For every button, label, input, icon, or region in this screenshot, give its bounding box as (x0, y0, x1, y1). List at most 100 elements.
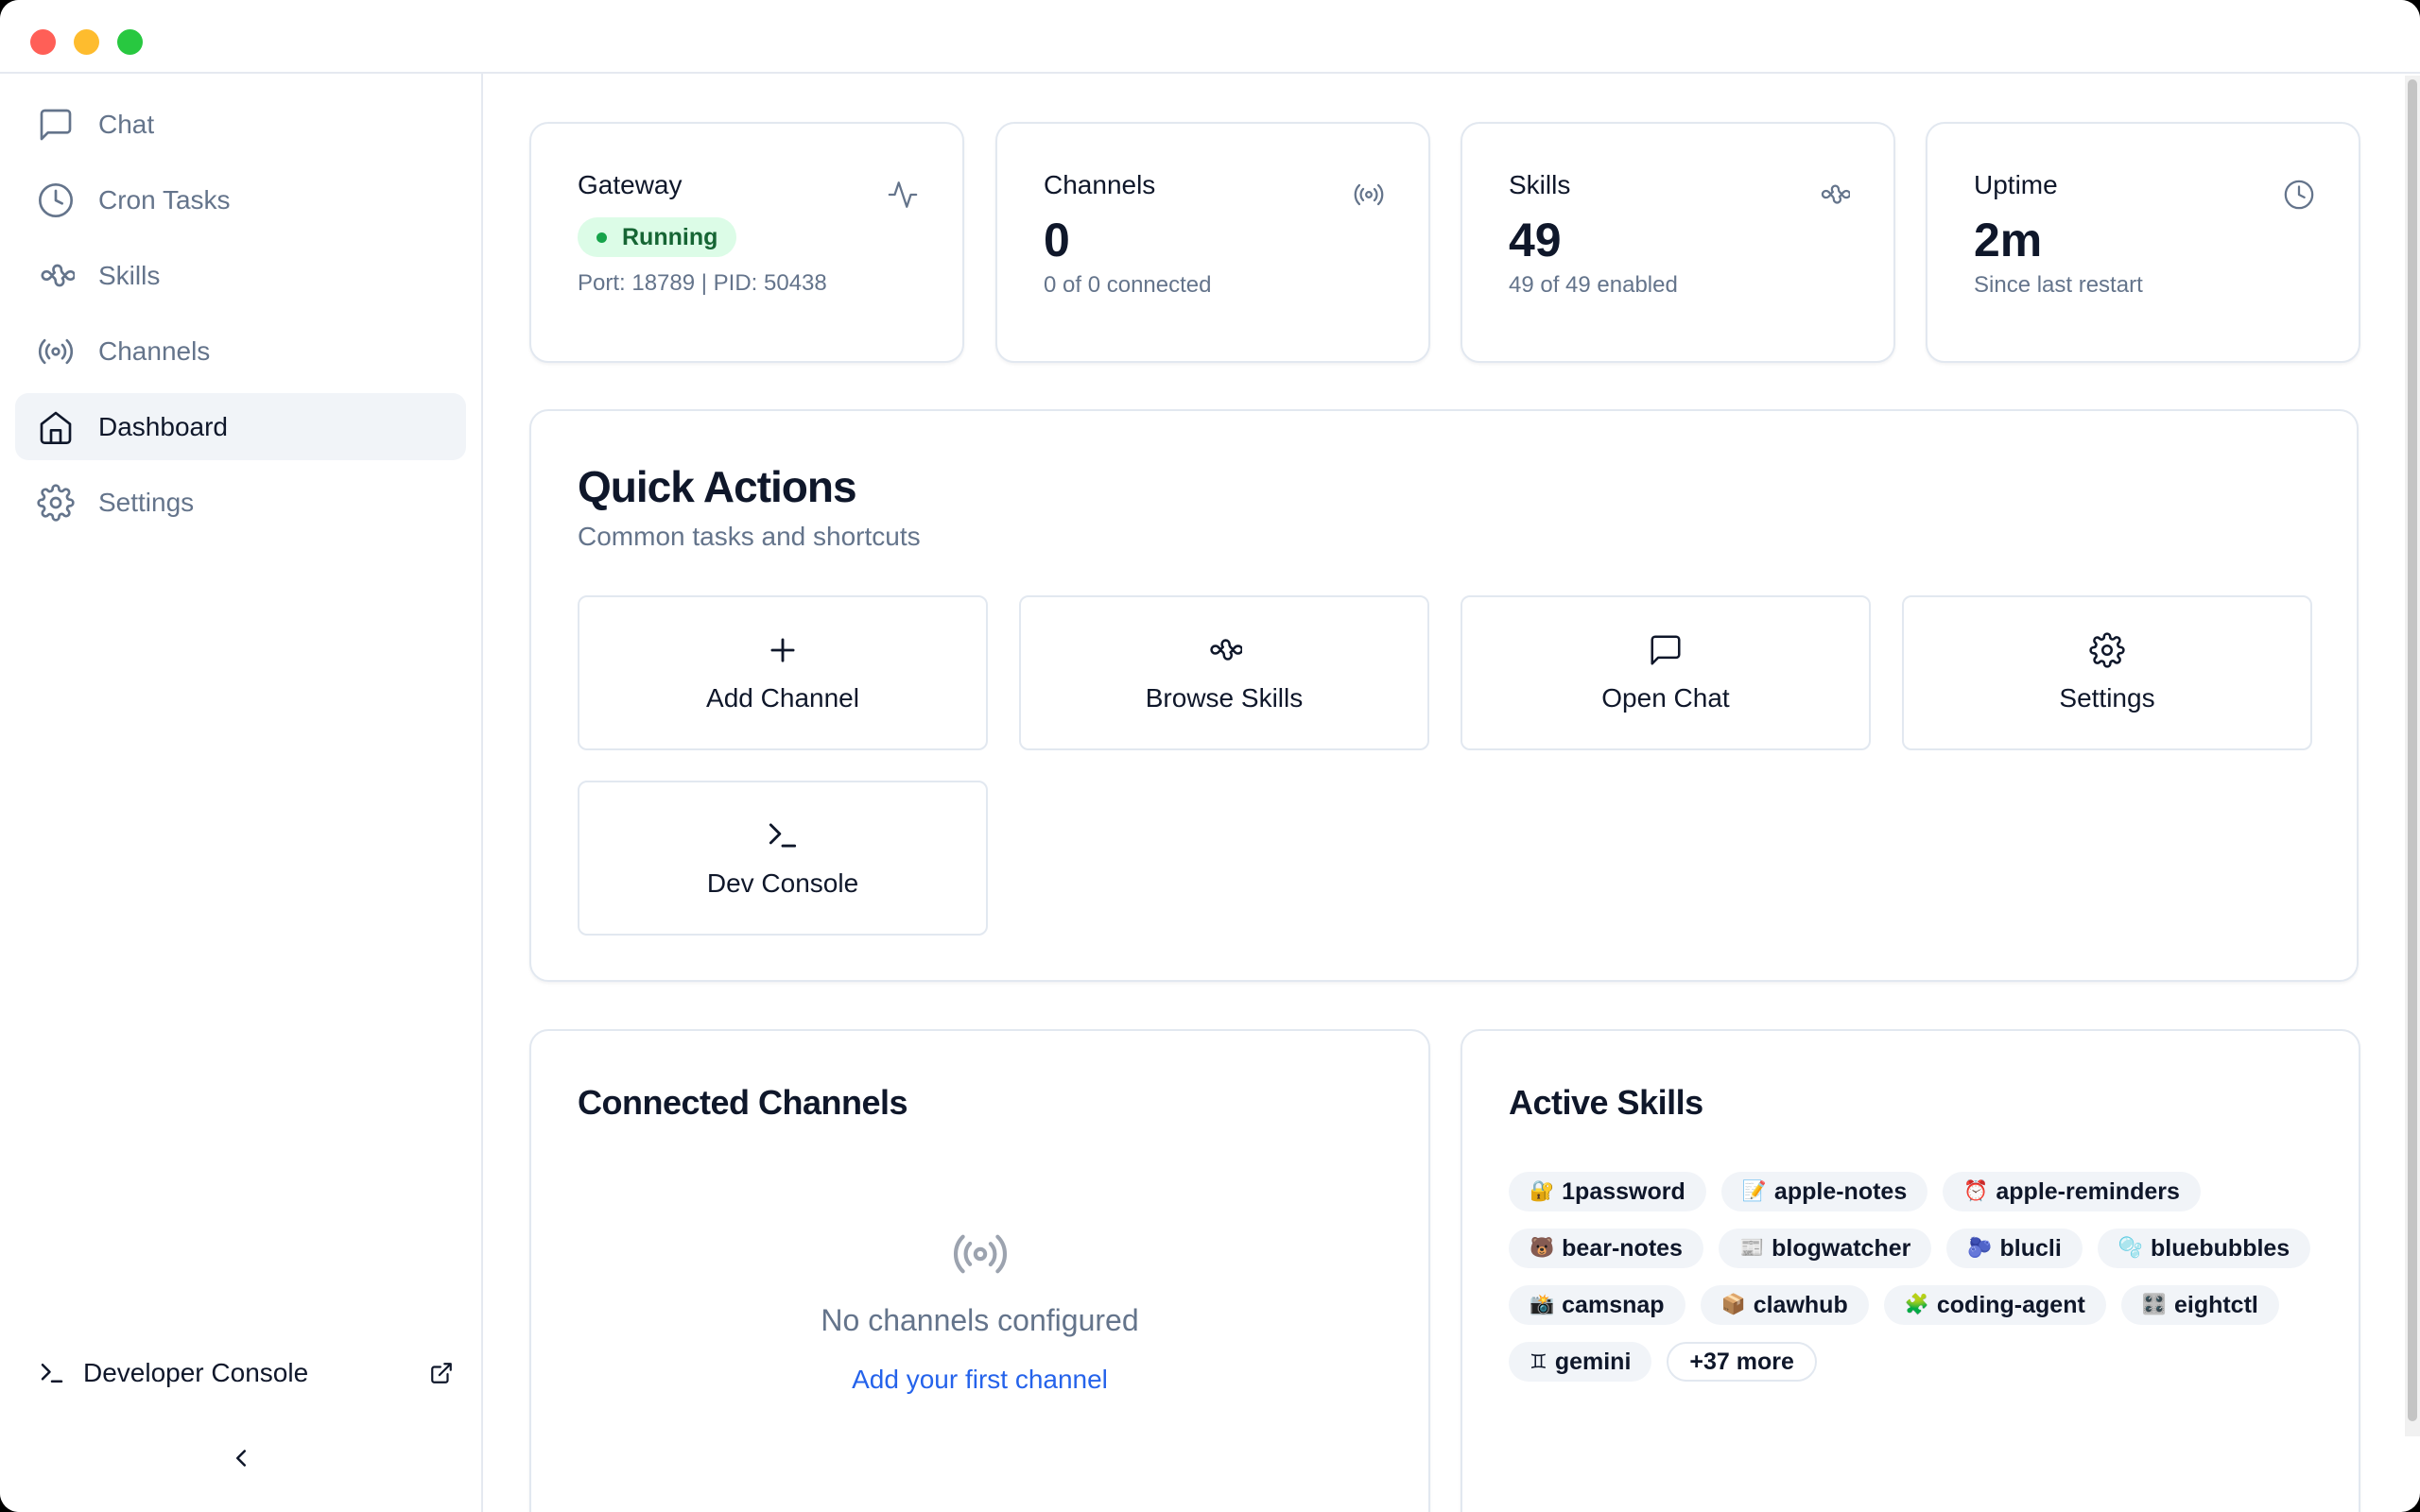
add-first-channel-link[interactable]: Add your first channel (852, 1365, 1108, 1394)
collapse-sidebar-chevron-icon[interactable] (227, 1444, 255, 1472)
radio-icon (38, 338, 74, 364)
scrollbar-thumb[interactable] (2408, 79, 2417, 1421)
sidebar-item-label: Channels (98, 335, 211, 366)
sidebar-item-dashboard[interactable]: Dashboard (15, 393, 466, 460)
channels-sub: 0 of 0 connected (1044, 272, 1212, 298)
add-channel-button[interactable]: Add Channel (578, 595, 988, 750)
skill-tag: 🫐 blucli (1946, 1228, 2083, 1268)
skill-emoji: ⏰ (1963, 1180, 1989, 1202)
skill-name: gemini (1554, 1348, 1632, 1375)
skill-tag: 📝 apple-notes (1720, 1172, 1928, 1211)
close-window-button[interactable] (30, 29, 56, 55)
dev-console-button[interactable]: Dev Console (578, 781, 988, 936)
gear-icon (37, 483, 75, 522)
skill-emoji: 🫧 (2118, 1237, 2143, 1259)
skill-name: bluebubbles (2150, 1234, 2290, 1262)
sidebar-item-settings[interactable]: Settings (15, 469, 466, 536)
minimize-window-button[interactable] (74, 29, 99, 55)
sidebar-item-label: Skills (98, 260, 161, 290)
message-square-icon (1651, 635, 1681, 665)
connected-channels-card: Connected Channels No channels configure… (529, 1029, 1430, 1512)
uptime-sub: Since last restart (1974, 272, 2143, 298)
clock-icon (2284, 180, 2314, 210)
quick-actions-subtitle: Common tasks and shortcuts (578, 522, 921, 551)
radio-icon (1354, 183, 1384, 206)
developer-console-label: Developer Console (83, 1358, 309, 1387)
browse-skills-button[interactable]: Browse Skills (1019, 595, 1429, 750)
skill-name: camsnap (1562, 1291, 1665, 1318)
skill-tag: 🎛️ eightctl (2120, 1285, 2279, 1325)
more-skills-button[interactable]: +37 more (1667, 1342, 1817, 1382)
skill-tag: 📦 clawhub (1700, 1285, 1869, 1325)
skills-title: Skills (1509, 170, 1571, 199)
open-chat-button[interactable]: Open Chat (1461, 595, 1871, 750)
sidebar-item-label: Settings (98, 487, 195, 517)
gear-icon (2089, 632, 2125, 668)
puzzle-icon (1210, 639, 1242, 661)
terminal-icon (769, 823, 797, 848)
skill-name: 1password (1562, 1177, 1685, 1205)
skills-sub: 49 of 49 enabled (1509, 272, 1678, 298)
status-badge: Running (578, 217, 737, 257)
external-link-icon (431, 1363, 452, 1383)
skill-tag: 🧩 coding-agent (1883, 1285, 2106, 1325)
skill-emoji: 📸 (1530, 1294, 1555, 1315)
skill-tag: ⏰ apple-reminders (1943, 1172, 2201, 1211)
sidebar-item-cron-tasks[interactable]: Cron Tasks (15, 166, 466, 233)
skills-card: Skills 49 49 of 49 enabled (1461, 122, 1895, 363)
connected-channels-title: Connected Channels (578, 1083, 908, 1122)
skill-tag: 🫧 bluebubbles (2097, 1228, 2311, 1268)
settings-button[interactable]: Settings (1902, 595, 2312, 750)
quick-actions-card: Quick Actions Common tasks and shortcuts… (529, 409, 2359, 982)
sidebar-item-chat[interactable]: Chat (15, 91, 466, 158)
skill-name: blogwatcher (1772, 1234, 1911, 1262)
skill-emoji: ♊ (1530, 1350, 1547, 1373)
scrollbar[interactable] (2405, 76, 2420, 1436)
terminal-icon (41, 1364, 63, 1383)
zoom-window-button[interactable] (117, 29, 143, 55)
empty-state: No channels configured Add your first ch… (531, 1225, 1428, 1395)
sidebar-item-label: Chat (98, 109, 155, 139)
gateway-detail: Port: 18789 | PID: 50438 (578, 270, 827, 296)
skill-tag: 🔐 1password (1509, 1172, 1706, 1211)
skill-tag: ♊ gemini (1509, 1342, 1652, 1382)
active-skills-card: Active Skills 🔐 1password 📝 apple-notes ⏰ app… (1461, 1029, 2360, 1512)
dashboard-main: Gateway Running Port: 18789 | PID: 50438… (485, 76, 2405, 1512)
skill-name: apple-reminders (1996, 1177, 2180, 1205)
home-icon (40, 411, 72, 444)
plus-icon (770, 638, 795, 662)
skill-name: eightctl (2173, 1291, 2258, 1318)
sidebar-item-skills[interactable]: Skills (15, 242, 466, 309)
sidebar-item-label: Cron Tasks (98, 184, 231, 215)
channels-count: 0 (1044, 214, 1070, 266)
active-skills-title: Active Skills (1509, 1083, 1703, 1122)
skill-tag: 🐻 bear-notes (1509, 1228, 1703, 1268)
skill-name: apple-notes (1773, 1177, 1908, 1205)
sidebar-item-channels[interactable]: Channels (15, 318, 466, 385)
channels-card: Channels 0 0 of 0 connected (995, 122, 1430, 363)
uptime-title: Uptime (1974, 170, 2058, 199)
radio-icon (953, 1234, 1007, 1274)
activity-icon (888, 181, 918, 208)
skill-emoji: 📰 (1738, 1237, 1765, 1259)
sidebar-item-label: Dashboard (98, 411, 228, 441)
skill-emoji: 🔐 (1530, 1180, 1555, 1202)
skill-name: blucli (1999, 1234, 2062, 1262)
title-bar (0, 0, 2420, 74)
skill-emoji: 🧩 (1904, 1294, 1929, 1315)
skill-name: clawhub (1753, 1291, 1848, 1318)
skill-emoji: 📦 (1720, 1294, 1746, 1315)
gateway-card: Gateway Running Port: 18789 | PID: 50438 (529, 122, 964, 363)
sidebar: Chat Cron Tasks Skills Channels Dashboar… (0, 74, 483, 1512)
channels-title: Channels (1044, 170, 1156, 199)
empty-message: No channels configured (821, 1303, 1139, 1337)
puzzle-icon (41, 264, 75, 286)
skill-emoji: 🫐 (1967, 1237, 1993, 1259)
skill-emoji: 📝 (1741, 1180, 1767, 1202)
developer-console-link[interactable]: Developer Console (38, 1349, 454, 1397)
skills-count: 49 (1509, 214, 1562, 266)
skill-name: coding-agent (1936, 1291, 2085, 1318)
skill-tag: 📸 camsnap (1509, 1285, 1685, 1325)
gateway-title: Gateway (578, 170, 683, 199)
